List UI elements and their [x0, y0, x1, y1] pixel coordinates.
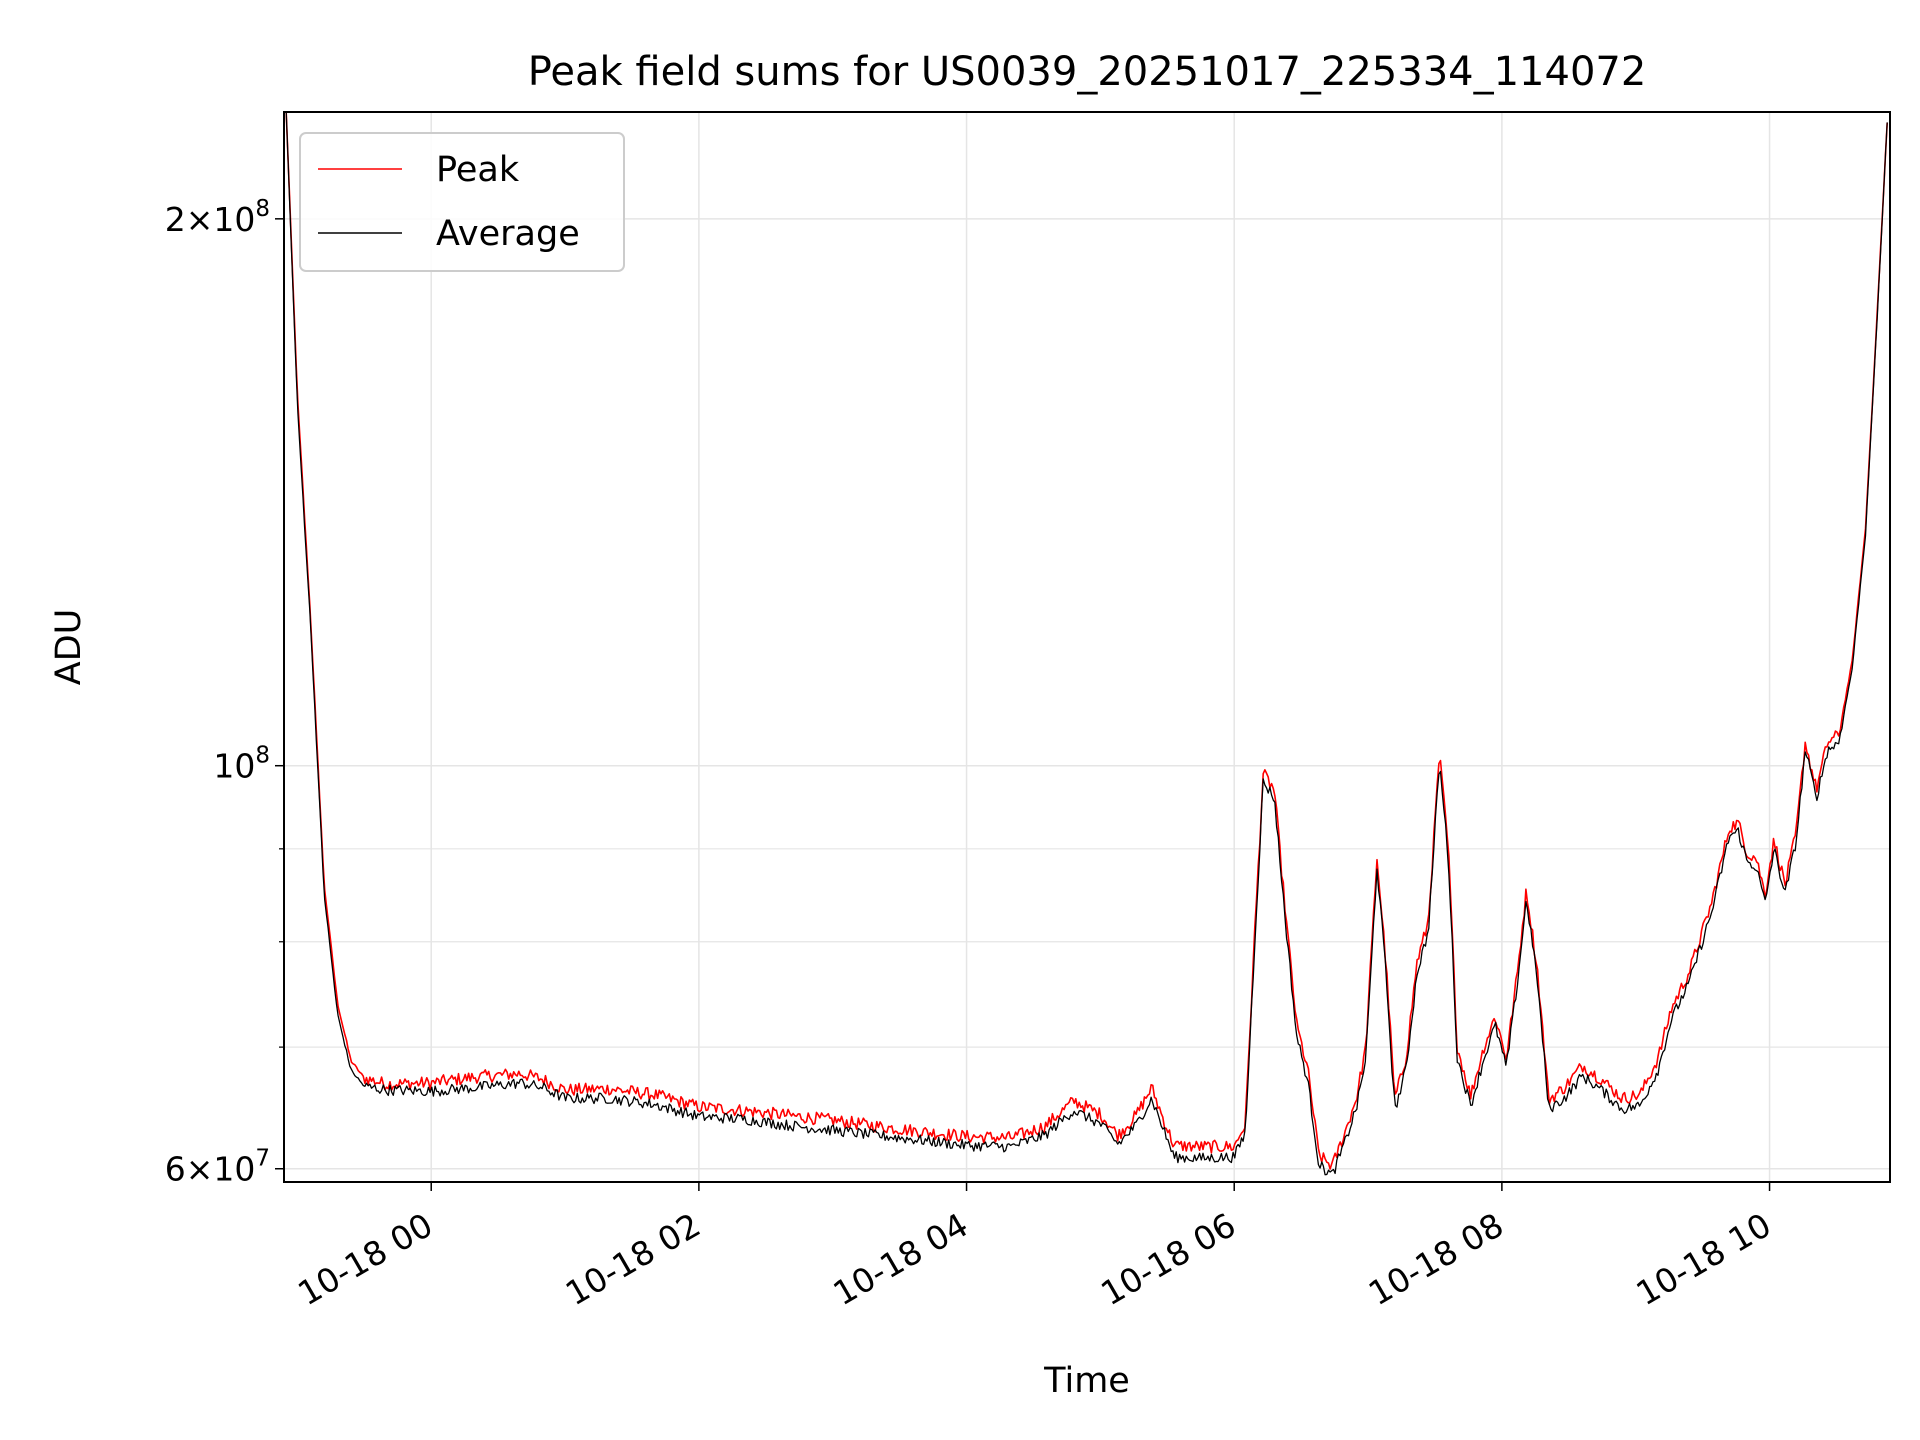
y-tick-base: 6×10	[165, 1150, 256, 1189]
y-tick-exponent: 7	[255, 1146, 270, 1172]
chart-title: Peak field sums for US0039_20251017_2253…	[528, 49, 1647, 95]
y-tick-base: 10	[213, 747, 255, 786]
x-axis-label: Time	[1043, 1361, 1130, 1401]
legend-label-peak: Peak	[436, 150, 520, 190]
y-tick-base: 2×10	[165, 200, 256, 239]
y-tick-label: 6×107	[165, 1146, 270, 1189]
y-tick-label: 2×108	[165, 196, 270, 239]
legend: Peak Average	[299, 132, 625, 272]
y-tick-exponent: 8	[255, 743, 270, 769]
plot-frame	[283, 111, 1891, 1183]
y-tick-exponent: 8	[255, 196, 270, 222]
series-lines	[285, 111, 1888, 1176]
legend-box	[299, 132, 625, 272]
y-axis-label: ADU	[49, 609, 89, 686]
legend-label-average: Average	[436, 214, 580, 254]
y-tick-label: 108	[213, 743, 270, 786]
series-line-average	[285, 111, 1888, 1176]
series-line-peak	[285, 111, 1888, 1170]
